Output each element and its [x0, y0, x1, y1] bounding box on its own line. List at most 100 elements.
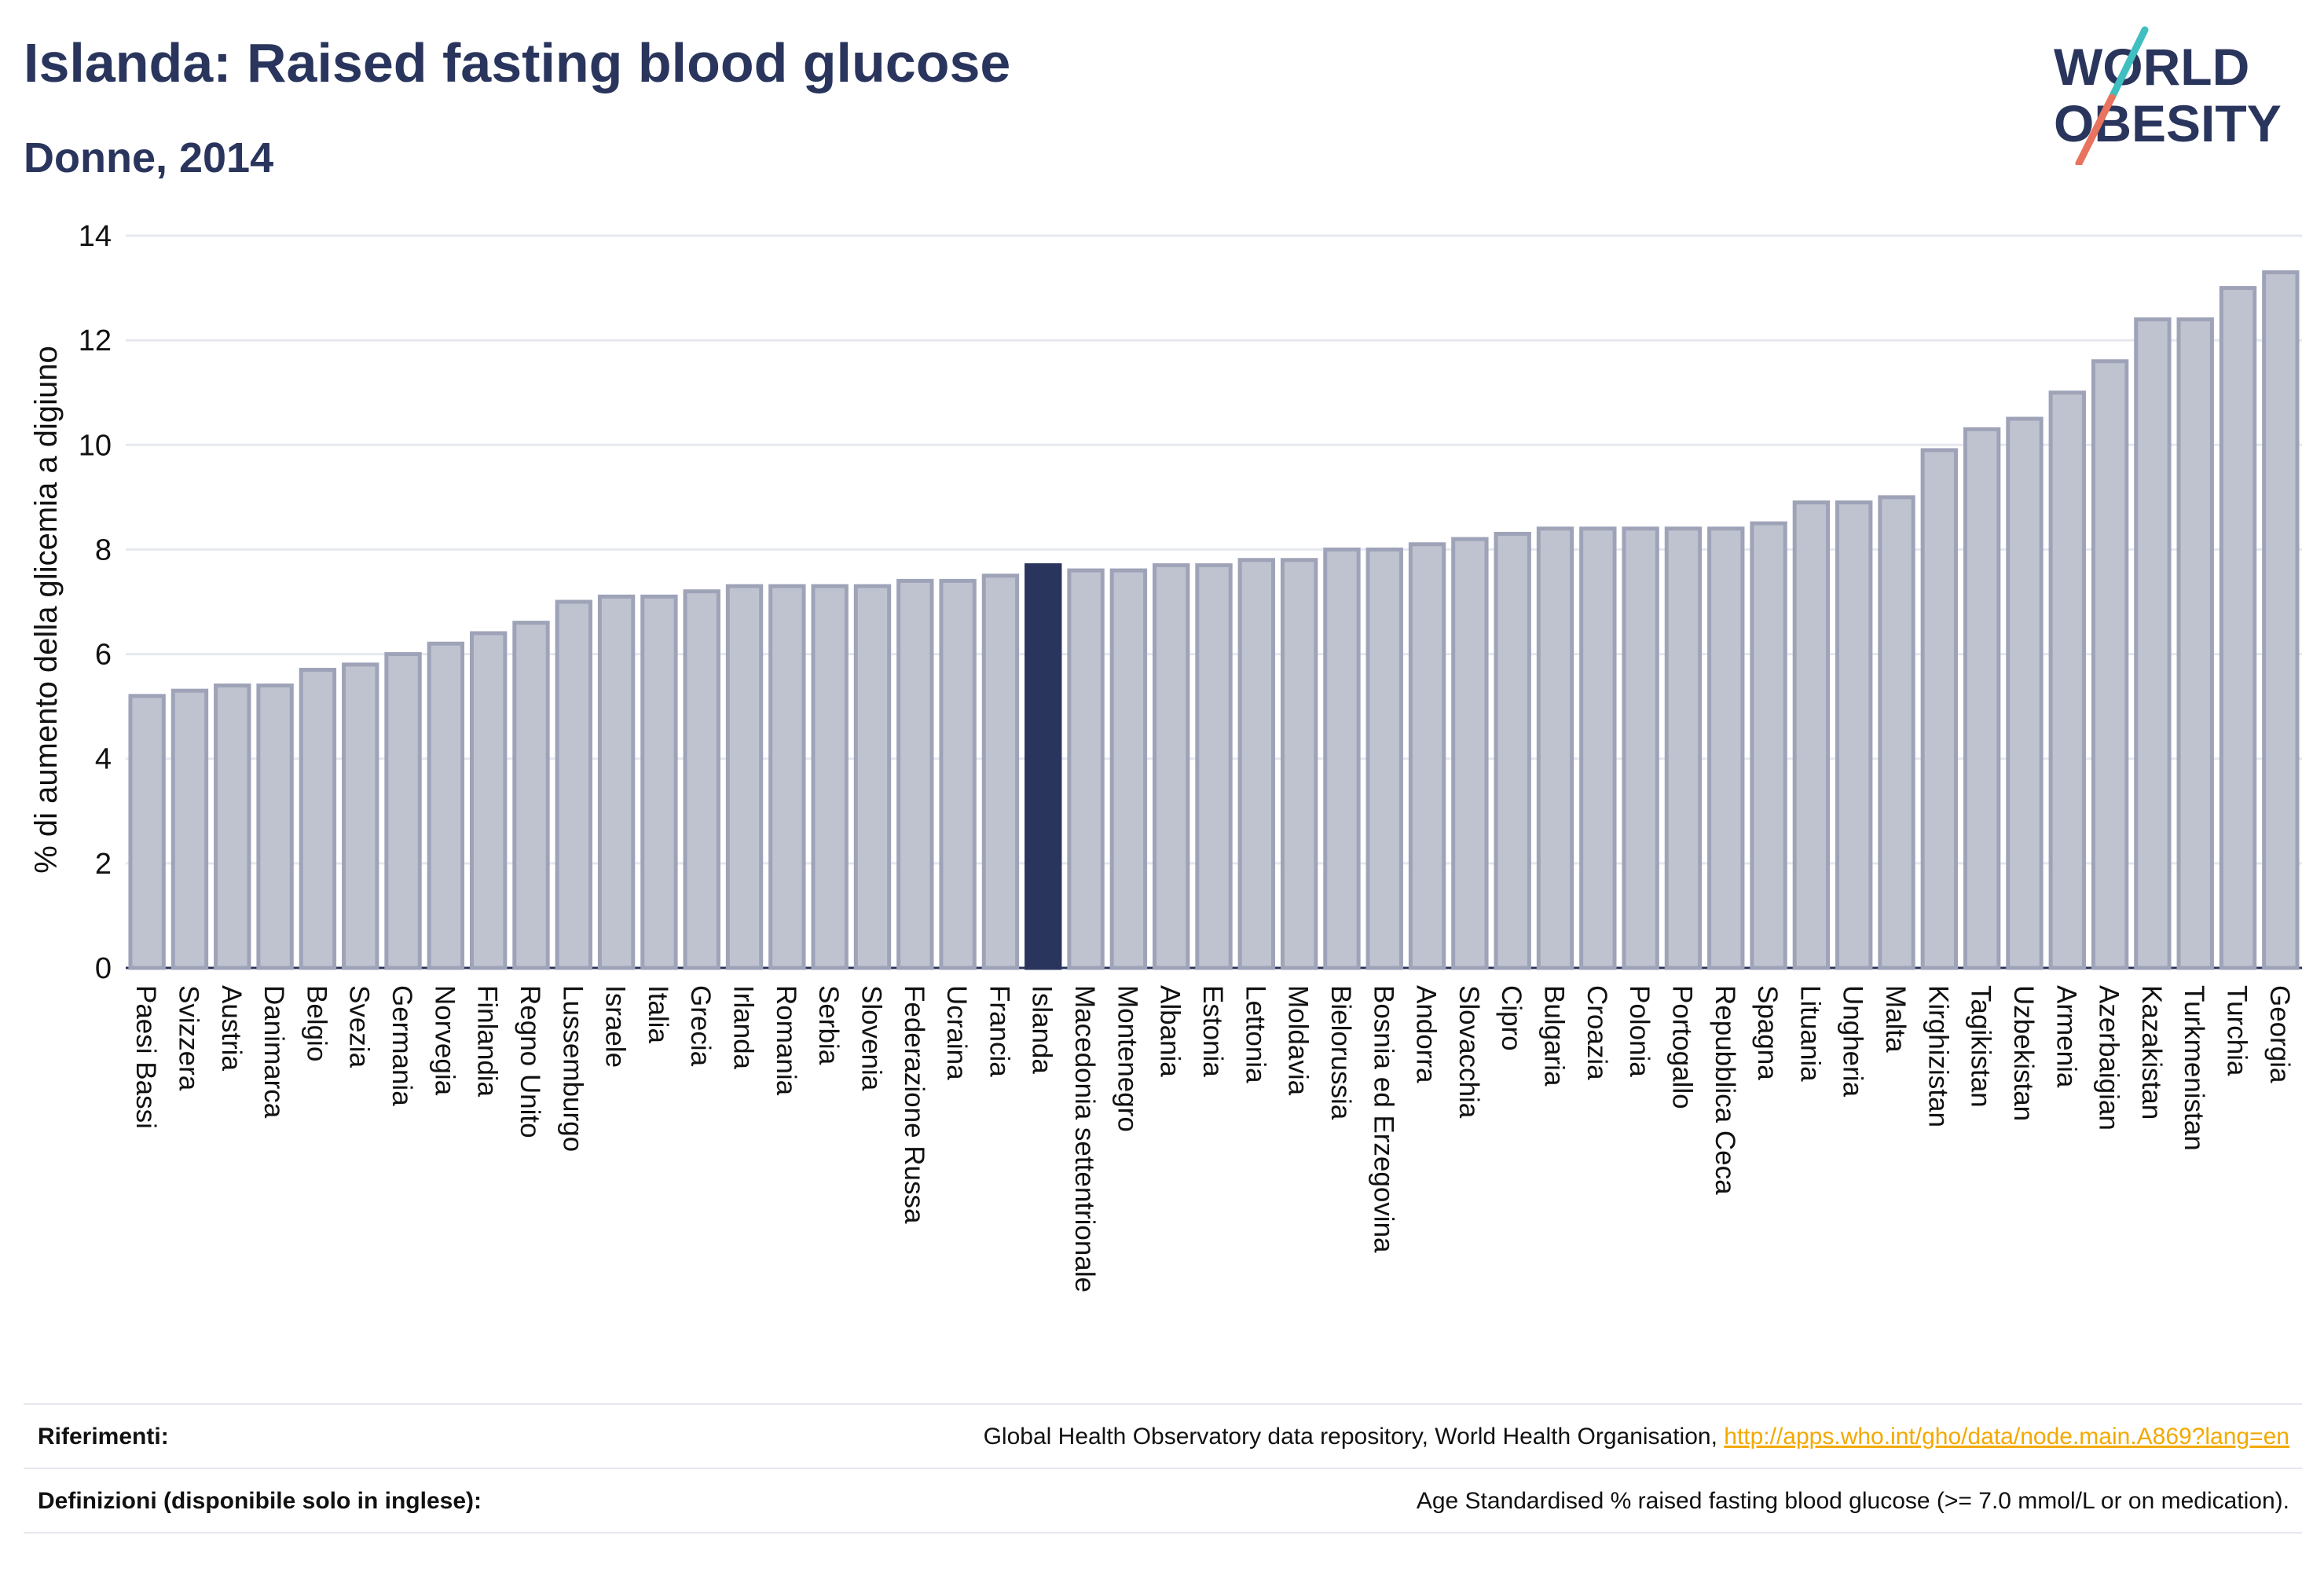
x-tick-label: Ucraina: [941, 985, 972, 1080]
y-axis-title: % di aumento della glicemia a digiuno: [29, 346, 64, 874]
x-tick-label: Paesi Bassi: [130, 985, 161, 1129]
definitions-value: Age Standardised % raised fasting blood …: [1416, 1488, 2289, 1514]
chart-title: Islanda: Raised fasting blood glucose: [24, 32, 1011, 93]
y-tick-labels: 0 2 4 6 8 10 12 14: [79, 220, 112, 985]
x-tick-label: Finlandia: [472, 985, 503, 1098]
x-tick-label: Lituania: [1794, 985, 1825, 1082]
y-tick-label: 2: [95, 848, 112, 881]
x-tick-label: Spagna: [1752, 985, 1783, 1080]
bar-romania: [768, 584, 806, 970]
bar-belgio: [299, 668, 337, 970]
bar-croazia: [1579, 526, 1617, 970]
x-tick-label: Svizzera: [173, 985, 203, 1091]
bar-francia: [981, 574, 1020, 970]
x-tick-label: Andorra: [1411, 985, 1442, 1083]
bar-bosnia-ed-erzegovina: [1365, 547, 1403, 970]
bar-andorra: [1408, 542, 1446, 970]
x-tick-label: Bielorussia: [1325, 985, 1356, 1120]
bar-kazakistan: [2134, 317, 2172, 970]
chart-subtitle: Donne, 2014: [24, 134, 274, 181]
x-tick-label: Italia: [643, 985, 673, 1043]
x-tick-label: Estonia: [1197, 985, 1228, 1077]
x-tick-label: Portogallo: [1666, 985, 1697, 1109]
bar-albania: [1153, 563, 1190, 970]
bar-regno-unito: [512, 621, 550, 970]
x-tick-label: Cipro: [1496, 985, 1527, 1051]
x-tick-label: Federazione Russa: [899, 985, 929, 1224]
bar-grecia: [683, 589, 720, 970]
x-tick-label: Lettonia: [1240, 985, 1270, 1083]
bar-polonia: [1622, 526, 1659, 970]
x-tick-label: Macedonia settentrionale: [1069, 985, 1100, 1292]
x-tick-label: Uzbekistan: [2008, 985, 2039, 1121]
y-tick-label: 4: [95, 743, 112, 776]
bar-malta: [1878, 495, 1915, 970]
x-tick-label: Turchia: [2222, 985, 2253, 1076]
y-tick-label: 14: [79, 220, 112, 253]
bar-israele: [597, 594, 636, 970]
x-tick-label: Montenegro: [1112, 985, 1142, 1132]
x-tick-label: Slovacchia: [1453, 985, 1484, 1119]
y-tick-label: 12: [79, 324, 112, 357]
bar-uzbekistan: [2006, 416, 2044, 970]
bar-serbia: [811, 584, 849, 970]
footer-divider-middle: [24, 1468, 2302, 1469]
y-tick-label: 8: [95, 533, 112, 566]
bar-norvegia: [427, 641, 465, 970]
bar-moldavia: [1280, 558, 1318, 970]
x-tick-label: Georgia: [2264, 985, 2295, 1083]
references-value: Global Health Observatory data repositor…: [984, 1424, 2289, 1450]
x-tick-label: Kirghizistan: [1923, 985, 1953, 1127]
x-tick-label: Danimarca: [258, 985, 289, 1119]
bar-kirghizistan: [1920, 448, 1959, 970]
x-tick-label: Bosnia ed Erzegovina: [1368, 985, 1398, 1253]
bar-finlandia: [469, 631, 508, 970]
logo-slash-teal: [2108, 26, 2149, 101]
bar-germania: [384, 652, 422, 970]
bar-armenia: [2048, 390, 2086, 970]
bar-paesi-bassi: [128, 694, 166, 970]
bar-estonia: [1195, 563, 1233, 970]
x-tick-label: Romania: [771, 985, 801, 1096]
bar-turchia: [2219, 286, 2257, 970]
x-tick-label: Tagikistan: [1966, 985, 1996, 1108]
x-tick-label: Polonia: [1624, 985, 1655, 1077]
references-link[interactable]: http://apps.who.int/gho/data/node.main.A…: [1724, 1424, 2289, 1450]
x-tick-label: Grecia: [685, 985, 716, 1067]
x-tick-label: Turkmenistan: [2179, 985, 2209, 1151]
x-tick-label: Bulgaria: [1539, 985, 1570, 1087]
bar-montenegro: [1109, 568, 1148, 970]
bar-slovacchia: [1451, 537, 1489, 970]
bar-ucraina: [939, 578, 977, 970]
bar-svizzera: [170, 688, 209, 970]
x-tick-label: Irlanda: [728, 985, 759, 1070]
bar-cipro: [1494, 531, 1531, 970]
x-tick-label: Armenia: [2051, 985, 2081, 1088]
bar-portogallo: [1664, 526, 1703, 970]
x-tick-label: Serbia: [813, 985, 844, 1065]
bar-federazione-russa: [896, 578, 934, 970]
y-tick-label: 6: [95, 639, 112, 672]
footer-divider-bottom: [24, 1532, 2302, 1534]
x-tick-label: Germania: [387, 985, 417, 1106]
bar-azerbaigian: [2091, 359, 2129, 970]
footer-divider-top: [24, 1403, 2302, 1405]
references-label: Riferimenti:: [38, 1424, 169, 1450]
bar-danimarca: [256, 684, 294, 970]
x-tick-label: Belgio: [301, 985, 332, 1061]
logo-line1: WORLD: [2054, 38, 2249, 96]
bar-svezia: [342, 662, 379, 970]
bar-slovenia: [853, 584, 892, 970]
x-tick-label: Albania: [1155, 985, 1186, 1077]
x-tick-label: Francia: [984, 985, 1014, 1077]
bar-italia: [640, 594, 678, 970]
x-tick-label: Azerbaigian: [2094, 985, 2124, 1131]
y-tick-label: 10: [79, 429, 112, 462]
x-tick-label: Slovenia: [856, 985, 886, 1091]
references-text: Global Health Observatory data repositor…: [983, 1424, 1725, 1450]
bars: [128, 270, 2300, 970]
bar-islanda: [1025, 563, 1062, 970]
logo-slash-coral: [2075, 93, 2116, 165]
bar-chart: Paesi Bassi Svizzera Austria Danimarca Belgi…: [29, 220, 2302, 1292]
x-tick-label: Repubblica Ceca: [1710, 985, 1740, 1195]
